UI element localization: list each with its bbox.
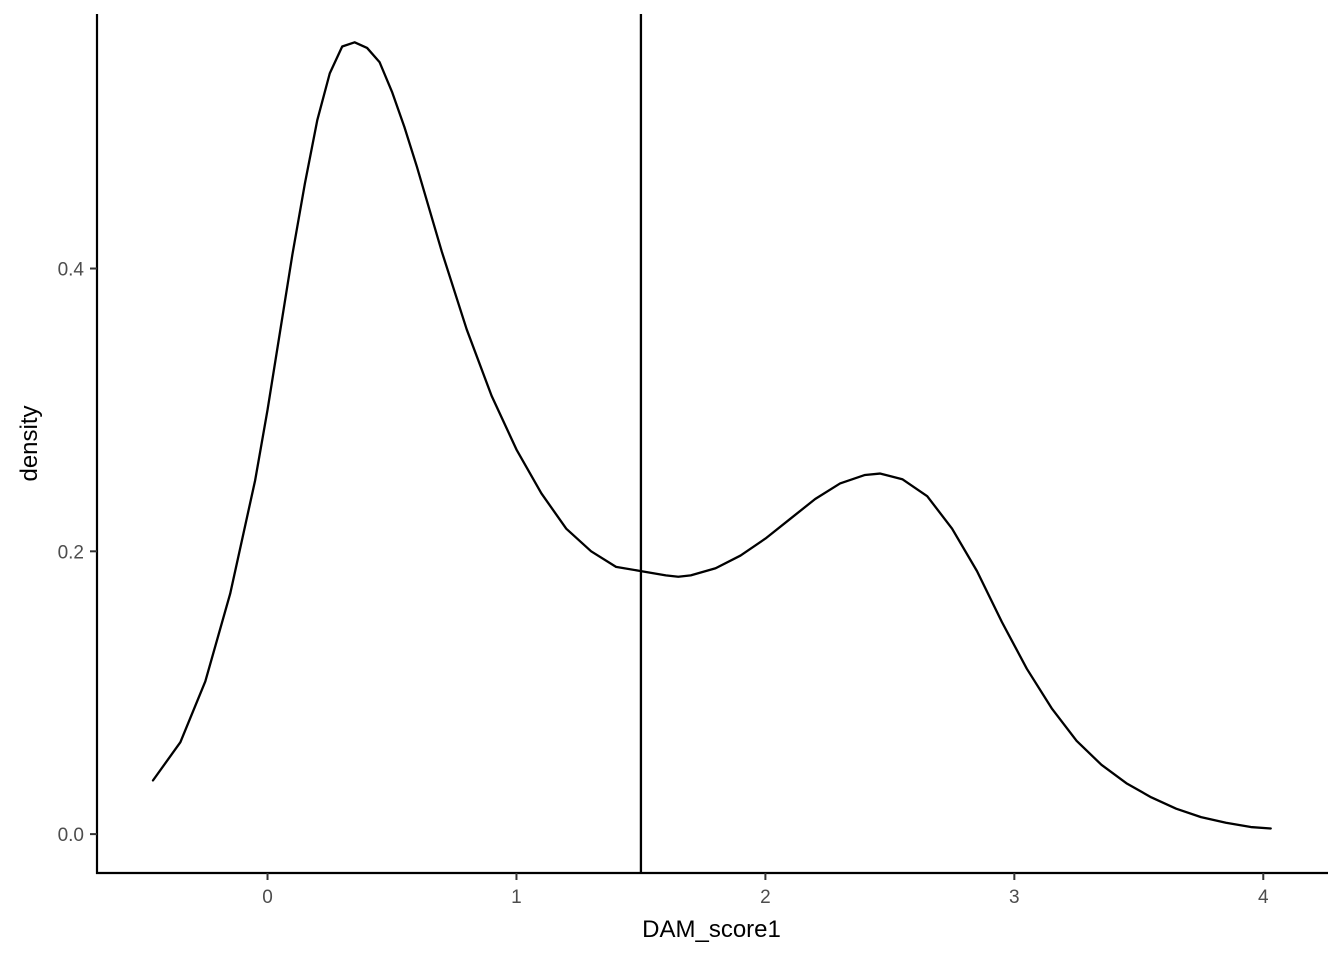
x-axis-title: DAM_score1 — [642, 916, 781, 943]
y-tick-label: 0.4 — [58, 260, 85, 281]
density-curve — [151, 41, 1272, 830]
x-tick-label: 0 — [262, 887, 273, 908]
y-axis-ticks: 0.0 0.2 0.4 — [58, 260, 97, 846]
y-tick-label: 0.0 — [58, 825, 84, 846]
x-tick-label: 2 — [760, 887, 771, 908]
x-tick-label: 1 — [511, 887, 522, 908]
y-axis-title: density — [16, 405, 43, 481]
x-axis-ticks: 0 1 2 3 4 — [262, 873, 1269, 908]
x-tick-label: 3 — [1009, 887, 1020, 908]
x-tick-label: 4 — [1258, 887, 1269, 908]
plot-area — [151, 14, 1272, 873]
y-tick-label: 0.2 — [58, 542, 84, 563]
